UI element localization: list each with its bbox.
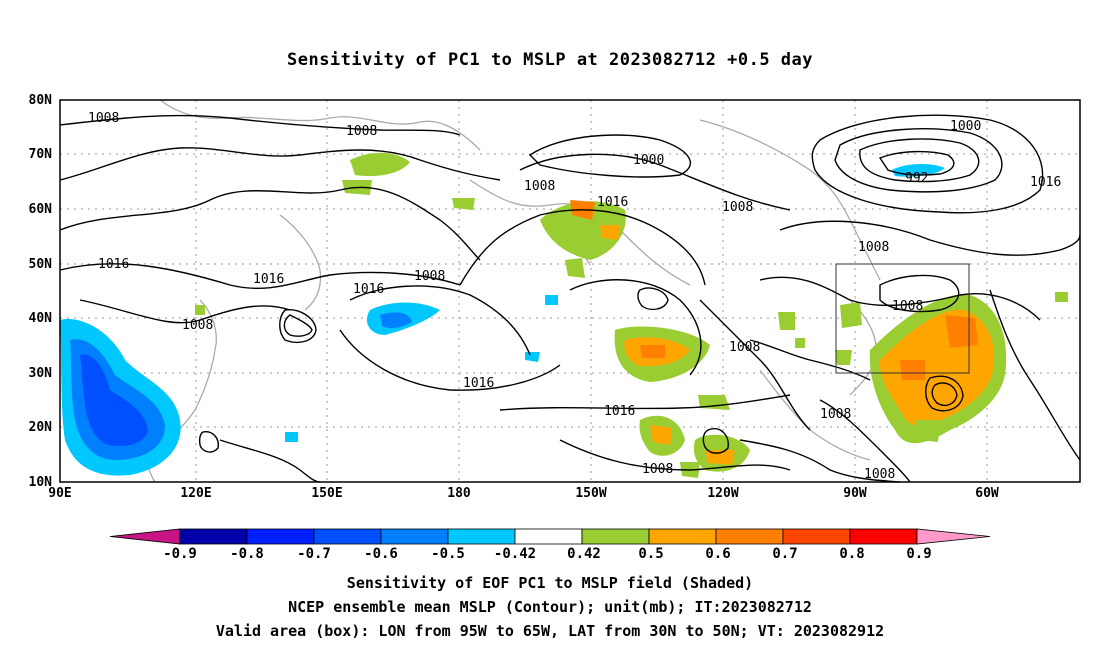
contour-label: 1008 [858, 240, 889, 255]
contour-label: 1008 [524, 179, 555, 194]
contour-label: 1008 [346, 124, 377, 139]
colorbar-label: -0.6 [364, 546, 398, 562]
colorbar-cell [313, 528, 382, 545]
lat-label: 20N [29, 420, 53, 435]
contour-label: 1000 [950, 119, 981, 134]
mslp-contours [59, 114, 1081, 483]
contour-label: 1008 [864, 467, 895, 482]
lat-label: 80N [29, 93, 53, 108]
colorbar-cell [514, 528, 583, 545]
map-title: Sensitivity of PC1 to MSLP at 2023082712… [286, 50, 813, 70]
colorbar-label: -0.42 [494, 546, 536, 562]
contour-label: 1016 [604, 404, 635, 419]
contour-label: 1008 [892, 299, 923, 314]
caption-shading: Sensitivity of EOF PC1 to MSLP field (Sh… [346, 574, 754, 592]
colorbar-label: 0.6 [705, 546, 730, 562]
colorbar-cell [849, 528, 918, 545]
contour-label: 1008 [642, 462, 673, 477]
contour-label: 1008 [414, 269, 445, 284]
contour-label: 1016 [463, 376, 494, 391]
colorbar-label: -0.9 [163, 546, 197, 562]
colorbar-cell [648, 528, 717, 545]
colorbar-cell [581, 528, 650, 545]
contour-label: 1008 [722, 200, 753, 215]
colorbar-label: -0.8 [230, 546, 264, 562]
lon-label: 90W [843, 486, 867, 501]
contour-label: 1000 [633, 153, 664, 168]
contour-label: 1016 [597, 195, 628, 210]
colorbar-cell [715, 528, 784, 545]
contour-label: 1016 [253, 272, 284, 287]
lon-label: 150W [575, 486, 606, 501]
colorbar-cell [246, 528, 315, 545]
contour-label: 1016 [98, 257, 129, 272]
lat-label: 60N [29, 202, 53, 217]
lon-label: 120E [180, 486, 211, 501]
caption-contour: NCEP ensemble mean MSLP (Contour); unit(… [288, 598, 812, 616]
lat-label: 30N [29, 366, 53, 381]
caption-valid-area: Valid area (box): LON from 95W to 65W, L… [215, 622, 885, 640]
colorbar-label: 0.5 [638, 546, 663, 562]
contour-label: 1008 [182, 318, 213, 333]
positive-sensitivity [195, 152, 1068, 478]
colorbar-label: 0.9 [906, 546, 931, 562]
contour-labels: 1008 1008 1000 1000 992 1016 1008 1008 1… [88, 111, 1061, 482]
lat-label: 50N [29, 257, 53, 272]
valid-area-box [835, 263, 970, 374]
colorbar-cell [380, 528, 449, 545]
colorbar-label: -0.5 [431, 546, 465, 562]
colorbar-end-high [916, 528, 991, 545]
lat-label: 70N [29, 147, 53, 162]
colorbar-label: 0.42 [567, 546, 601, 562]
lat-label: 40N [29, 311, 53, 326]
lon-label: 90E [48, 486, 71, 501]
contour-label: 1008 [88, 111, 119, 126]
colorbar-label: -0.7 [297, 546, 331, 562]
colorbar-label: 0.8 [839, 546, 864, 562]
lon-label: 150E [311, 486, 342, 501]
colorbar [109, 528, 991, 545]
map-frame [59, 99, 1081, 483]
longitude-labels: 90E 120E 150E 180 150W 120W 90W 60W [48, 486, 999, 501]
colorbar-label: 0.7 [772, 546, 797, 562]
contour-label: 1016 [353, 282, 384, 297]
colorbar-cell [447, 528, 516, 545]
negative-sensitivity [60, 164, 945, 476]
colorbar-cell [179, 528, 248, 545]
colorbar-labels: -0.9 -0.8 -0.7 -0.6 -0.5 -0.42 0.42 0.5 … [163, 546, 932, 562]
colorbar-cell [782, 528, 851, 545]
contour-label: 1008 [729, 340, 760, 355]
colorbar-end-low [109, 528, 181, 545]
lat-label: 10N [29, 475, 53, 490]
contour-label: 1016 [1030, 175, 1061, 190]
contour-label: 992 [905, 171, 928, 186]
lon-label: 180 [447, 486, 471, 501]
latitude-labels: 80N 70N 60N 50N 40N 30N 20N 10N [29, 93, 53, 490]
lon-label: 60W [975, 486, 999, 501]
contour-label: 1008 [820, 407, 851, 422]
lon-label: 120W [707, 486, 738, 501]
